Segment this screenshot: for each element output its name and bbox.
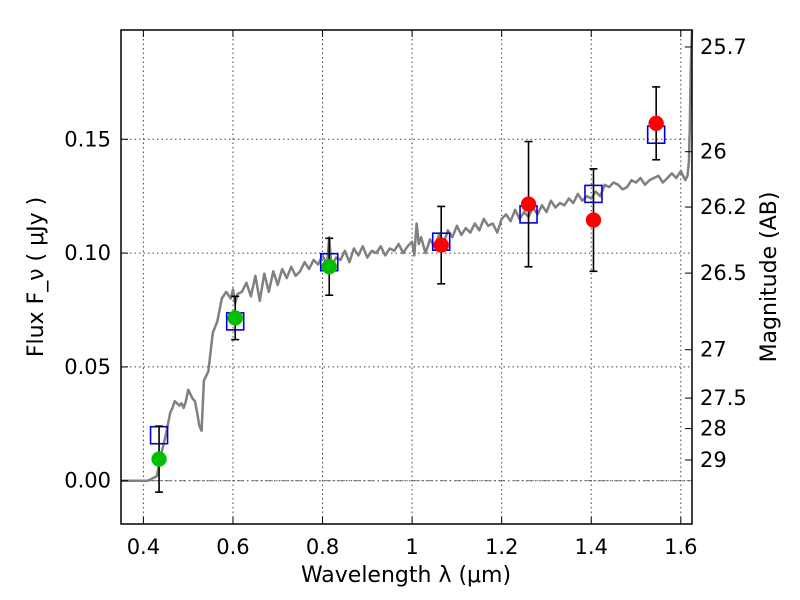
x-axis-label: Wavelength λ (μm) (301, 563, 511, 588)
series-layer (121, 29, 694, 493)
green-data-point (151, 451, 167, 467)
mag-tick-label: 26.5 (700, 261, 747, 285)
y-axis-label: Flux F_ν ( μJy ) (24, 197, 49, 357)
grid-layer (121, 30, 692, 524)
mag-tick-label: 26.2 (700, 195, 747, 219)
mag-tick-label: 25.7 (700, 35, 747, 59)
plot-frame (120, 29, 693, 525)
red-data-point (648, 115, 664, 132)
mag-tick-label: 27.5 (700, 386, 747, 410)
x-tick-label: 0.6 (216, 535, 249, 559)
mag-tick-label: 27 (700, 338, 727, 362)
x-tick-label: 1.2 (485, 535, 518, 559)
x-tick-label: 0.8 (306, 535, 339, 559)
green-data-point (227, 310, 243, 326)
red-data-point (585, 212, 602, 228)
y-tick-label: 0.05 (64, 355, 111, 379)
x-tick-label: 1 (405, 535, 418, 559)
y-tick-label: 0.10 (64, 241, 111, 265)
mag-tick-label: 26 (700, 140, 727, 164)
mag-tick-label: 28 (700, 417, 727, 441)
y-tick-label: 0.15 (64, 127, 111, 151)
right-axis-label: Magnitude (AB) (757, 192, 782, 363)
red-data-point (433, 237, 449, 253)
mag-tick-label: 29 (700, 448, 727, 472)
green-data-point (321, 259, 337, 275)
y-tick-label: 0.00 (64, 469, 111, 493)
template-line (121, 29, 694, 482)
red-data-point (520, 196, 537, 212)
x-tick-label: 0.4 (127, 535, 160, 559)
x-tick-label: 1.6 (664, 535, 697, 559)
x-tick-label: 1.4 (575, 535, 608, 559)
tick-layer: 0.4 0.6 0.8 1 1.2 1.4 1.6 0.00 0.05 0.10 0.15 25.7 2… (64, 30, 747, 559)
